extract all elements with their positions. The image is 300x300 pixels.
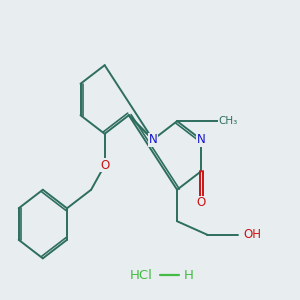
Text: CH₃: CH₃ xyxy=(218,116,238,126)
Text: H: H xyxy=(183,268,193,282)
Text: N: N xyxy=(197,133,206,146)
Text: O: O xyxy=(100,159,109,172)
Text: HCl: HCl xyxy=(130,268,153,282)
Text: N: N xyxy=(148,133,157,146)
Text: O: O xyxy=(196,196,206,209)
Text: OH: OH xyxy=(243,228,261,241)
